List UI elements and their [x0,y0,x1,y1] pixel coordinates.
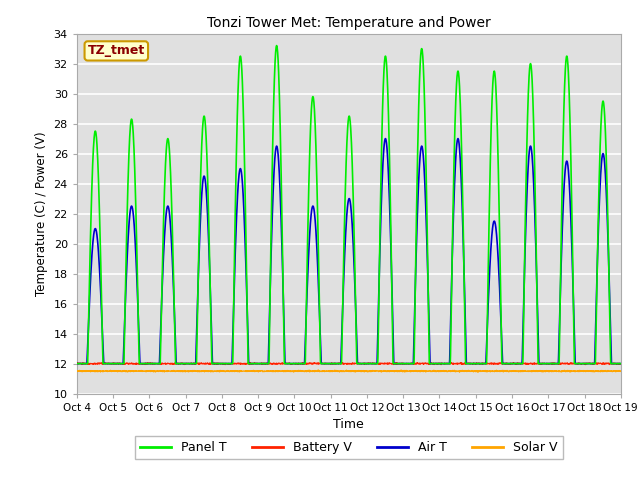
Solar V [225,368,232,374]
Battery V [225,361,232,367]
Air T [584,361,592,367]
X-axis label: Time: Time [333,418,364,431]
Line: Panel T: Panel T [77,46,621,364]
Y-axis label: Temperature (C) / Power (V): Temperature (C) / Power (V) [35,132,48,296]
Panel T [73,361,81,367]
Battery V [73,360,81,366]
Air T [507,361,515,367]
Air T [617,361,625,367]
Panel T [617,361,625,367]
Air T [365,361,372,367]
Text: TZ_tmet: TZ_tmet [88,44,145,58]
Air T [225,361,232,367]
Battery V [365,360,372,366]
Line: Solar V: Solar V [77,370,621,372]
Solar V [365,368,372,374]
Panel T [365,361,372,367]
Panel T [376,203,384,209]
Battery V [584,360,592,366]
Battery V [339,360,346,366]
Legend: Panel T, Battery V, Air T, Solar V: Panel T, Battery V, Air T, Solar V [135,436,563,459]
Solar V [73,369,81,374]
Battery V [581,361,589,367]
Panel T [507,361,515,367]
Panel T [273,43,280,48]
Air T [569,280,577,286]
Battery V [617,361,625,367]
Panel T [569,270,577,276]
Air T [381,136,389,142]
Title: Tonzi Tower Met: Temperature and Power: Tonzi Tower Met: Temperature and Power [207,16,491,30]
Solar V [376,369,384,374]
Line: Battery V: Battery V [77,363,621,364]
Air T [376,237,384,243]
Solar V [617,368,625,374]
Panel T [225,361,232,367]
Battery V [376,361,384,367]
Air T [73,361,81,367]
Solar V [584,369,592,374]
Solar V [508,369,515,374]
Battery V [507,361,515,367]
Panel T [584,361,592,367]
Line: Air T: Air T [77,139,621,364]
Solar V [474,369,482,375]
Solar V [314,367,322,373]
Solar V [570,368,577,374]
Battery V [569,361,577,367]
